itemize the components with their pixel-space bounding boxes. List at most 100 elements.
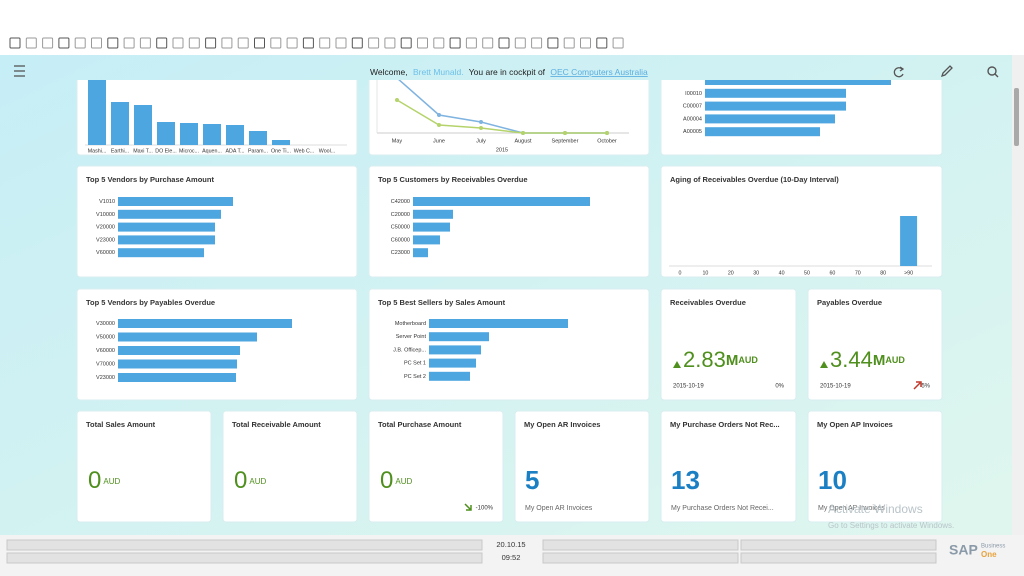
tile[interactable]: [807, 288, 943, 401]
kpi-date: 2015-10-19: [673, 384, 704, 390]
tile[interactable]: [76, 288, 358, 401]
tile[interactable]: [660, 165, 943, 278]
toolbar-icon[interactable]: [286, 37, 298, 49]
bar-label: A00005: [683, 129, 702, 135]
edit-button[interactable]: [940, 65, 953, 78]
amount-change: -100%: [476, 506, 494, 512]
kpi: 2.83MAUD: [683, 347, 758, 372]
toolbar-icon[interactable]: [172, 37, 184, 49]
tile[interactable]: [807, 410, 943, 523]
x-label: 20: [728, 270, 734, 276]
bar: [118, 346, 240, 355]
toolbar-icon[interactable]: [74, 37, 86, 49]
company-link[interactable]: OEC Computers Australia: [550, 67, 648, 77]
toolbar-icon[interactable]: [547, 37, 559, 49]
toolbar-icon[interactable]: [221, 37, 233, 49]
tile-title: My Purchase Orders Not Rec...: [670, 420, 780, 429]
toolbar-icon[interactable]: [188, 37, 200, 49]
toolbar-icon[interactable]: [596, 37, 608, 49]
bar: [429, 332, 489, 342]
toolbar-icon[interactable]: [25, 37, 37, 49]
toolbar-icon[interactable]: [465, 37, 477, 49]
scrollbar[interactable]: [1012, 55, 1024, 535]
bar: [111, 102, 129, 145]
kpi-unit: AUD: [885, 355, 905, 365]
scroll-thumb[interactable]: [1014, 88, 1019, 146]
tile-title: Top 5 Vendors by Purchase Amount: [86, 175, 214, 184]
toolbar-icon[interactable]: [514, 37, 526, 49]
tile[interactable]: [222, 410, 358, 523]
point: [437, 113, 441, 117]
toolbar-icon[interactable]: [9, 37, 21, 49]
toolbar-icon[interactable]: [580, 37, 591, 49]
refresh-button[interactable]: [893, 66, 905, 78]
bar-label: J.B. Officep...: [393, 347, 426, 353]
tile[interactable]: [76, 410, 212, 523]
bar: [118, 359, 237, 369]
toolbar-icon[interactable]: [254, 37, 265, 49]
toolbar-icon[interactable]: [270, 37, 282, 49]
cockpit-text: You are in cockpit of: [469, 67, 546, 77]
toolbar-icon[interactable]: [498, 37, 510, 49]
bar: [118, 373, 236, 382]
x-label: October: [597, 138, 617, 144]
x-label: 60: [829, 270, 835, 276]
tile[interactable]: [368, 165, 650, 278]
x-label: Web C...: [294, 148, 315, 154]
tile[interactable]: [514, 410, 650, 523]
toolbar-icon[interactable]: [123, 37, 135, 49]
toolbar-icon[interactable]: [205, 37, 217, 49]
toolbar-icon[interactable]: [237, 37, 249, 49]
toolbar-icon[interactable]: [384, 37, 396, 49]
toolbar-icon[interactable]: [449, 37, 461, 49]
x-label: 0: [679, 270, 682, 276]
toolbar-icon[interactable]: [563, 37, 575, 49]
bar: [705, 80, 891, 85]
search-button[interactable]: [987, 66, 999, 78]
kpi-change: 0%: [775, 384, 784, 390]
toolbar-icon[interactable]: [302, 37, 314, 49]
tile[interactable]: [660, 288, 797, 401]
toolbar-icon[interactable]: [531, 37, 543, 49]
toolbar-icon[interactable]: [156, 37, 168, 49]
menu-button[interactable]: [14, 65, 25, 77]
bar: [705, 127, 820, 137]
tile-title: Top 5 Best Sellers by Sales Amount: [378, 298, 506, 307]
toolbar-icon[interactable]: [91, 37, 102, 49]
tile-title: Total Receivable Amount: [232, 420, 321, 429]
bar: [272, 140, 290, 145]
toolbar-icon[interactable]: [368, 37, 380, 49]
toolbar-icon[interactable]: [319, 37, 331, 49]
bar: [429, 358, 476, 368]
kpi-change: 5%: [921, 384, 930, 390]
toolbar-icon[interactable]: [482, 37, 494, 49]
x-axis-year: 2015: [496, 147, 508, 153]
bar: [249, 131, 267, 145]
toolbar-icon[interactable]: [42, 37, 54, 49]
kpi-date: 2015-10-19: [820, 384, 851, 390]
toolbar-icon[interactable]: [351, 37, 363, 49]
toolbar-icon[interactable]: [107, 37, 119, 49]
x-label: Microc...: [179, 148, 199, 154]
toolbar-icon[interactable]: [433, 37, 445, 49]
bar: [413, 248, 428, 258]
tile-title: Total Sales Amount: [86, 420, 156, 429]
bar-label: Motherboard: [395, 321, 426, 327]
toolbar-icon[interactable]: [612, 37, 624, 49]
toolbar-icon[interactable]: [139, 37, 151, 49]
tile[interactable]: [660, 410, 797, 523]
toolbar-icon[interactable]: [417, 37, 428, 49]
x-label: 70: [855, 270, 861, 276]
toolbar-icon[interactable]: [58, 37, 70, 49]
count-subtitle: My Open AR Invoices: [525, 505, 593, 512]
tile[interactable]: [368, 410, 504, 523]
toolbar-icon[interactable]: [335, 37, 347, 49]
x-label: ADA T...: [225, 148, 244, 154]
tile[interactable]: [368, 60, 650, 156]
amount: 0 AUD: [380, 467, 412, 494]
tile-title: Total Purchase Amount: [378, 420, 462, 429]
toolbar-icon[interactable]: [400, 37, 412, 49]
tile-title: Payables Overdue: [817, 298, 882, 307]
kpi-scale: M: [726, 352, 739, 369]
amount-value: 0: [88, 467, 101, 494]
